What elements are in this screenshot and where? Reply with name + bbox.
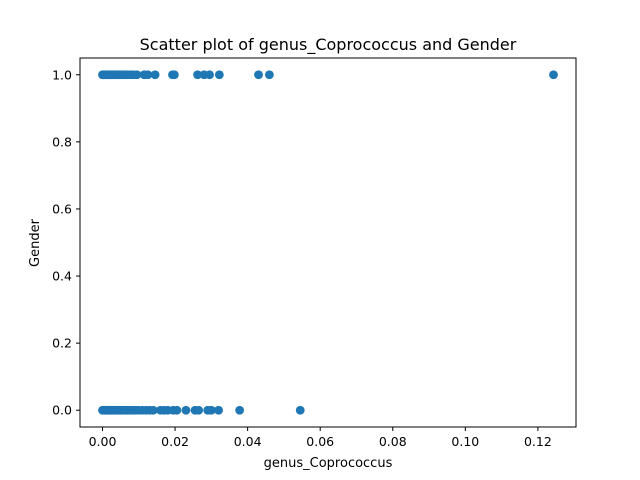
scatter-point bbox=[295, 405, 305, 415]
points-layer bbox=[98, 70, 558, 415]
y-tick-label: 0.6 bbox=[52, 201, 72, 216]
x-tick-label: 0.02 bbox=[161, 434, 189, 449]
scatter-point bbox=[214, 405, 224, 415]
y-axis-label: Gender bbox=[28, 218, 43, 267]
y-tick-label: 0.8 bbox=[52, 134, 72, 149]
x-tick-label: 0.12 bbox=[524, 434, 552, 449]
x-axis-ticks: 0.00 0.02 0.04 0.06 0.08 0.10 0.12 bbox=[89, 427, 552, 449]
plot-frame bbox=[79, 57, 577, 428]
scatter-point bbox=[132, 70, 142, 80]
scatter-point bbox=[214, 70, 224, 80]
scatter-point bbox=[265, 70, 274, 80]
y-tick-label: 0.2 bbox=[52, 336, 72, 351]
scatter-point bbox=[181, 405, 191, 415]
scatter-point bbox=[143, 70, 153, 80]
x-axis-label: genus_Coprococcus bbox=[264, 456, 393, 471]
scatter-point bbox=[194, 405, 204, 415]
x-tick-label: 0.00 bbox=[89, 434, 117, 449]
scatter-point bbox=[169, 70, 179, 80]
x-tick-label: 0.08 bbox=[379, 434, 407, 449]
scatter-point bbox=[205, 70, 214, 80]
chart-title: Scatter plot of genus_Coprococcus and Ge… bbox=[140, 35, 517, 55]
scatter-point bbox=[254, 70, 263, 80]
y-tick-label: 1.0 bbox=[52, 67, 72, 82]
y-tick-label: 0.0 bbox=[52, 403, 72, 418]
scatter-point bbox=[206, 405, 216, 415]
scatter-point bbox=[193, 70, 202, 80]
y-tick-label: 0.4 bbox=[52, 269, 72, 284]
scatter-point bbox=[235, 405, 245, 415]
x-tick-label: 0.04 bbox=[234, 434, 262, 449]
y-axis-ticks: 0.0 0.2 0.4 0.6 0.8 1.0 bbox=[52, 67, 80, 418]
scatter-point bbox=[148, 405, 158, 415]
scatter-point bbox=[150, 70, 160, 80]
scatter-point bbox=[549, 70, 558, 80]
x-tick-label: 0.06 bbox=[306, 434, 334, 449]
x-tick-label: 0.10 bbox=[451, 434, 479, 449]
scatter-point bbox=[172, 405, 182, 415]
